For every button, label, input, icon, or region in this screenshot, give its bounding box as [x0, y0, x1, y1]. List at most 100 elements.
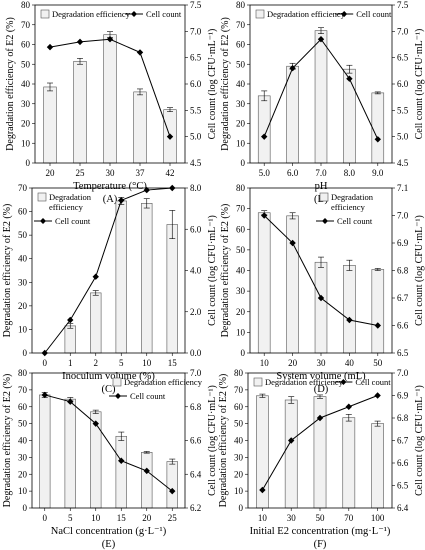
y-tick-label: 70: [236, 20, 246, 30]
x-axis-label: Inoculum volume (%): [62, 371, 155, 382]
y2-tick-label: 6.8: [397, 413, 409, 423]
y-tick-label: 30: [21, 99, 31, 109]
y2-tick-label: 6.6: [397, 321, 409, 331]
bar: [64, 325, 76, 354]
y-tick-label: 80: [236, 0, 246, 10]
x-tick-label: 5: [68, 513, 73, 523]
y-tick-label: 50: [236, 59, 246, 69]
bar: [166, 461, 178, 509]
y2-tick-label: 6.9: [397, 238, 409, 248]
y-tick-label: 20: [18, 469, 28, 479]
cell-count-point: [374, 392, 381, 399]
legend-bar-swatch: [319, 192, 329, 202]
cell-count-point: [143, 467, 150, 475]
bar: [343, 265, 356, 354]
x-tick-label: 25: [168, 513, 178, 523]
y2-tick-label: 6.4: [397, 503, 409, 513]
x-tick-label: 5: [119, 358, 124, 368]
y-tick-label: 40: [18, 436, 28, 446]
y-tick-label: 10: [21, 138, 31, 148]
bar: [314, 30, 328, 164]
y2-axis-label: Cell count (log CFU·mL⁻¹): [414, 215, 425, 326]
y-tick-label: 10: [18, 324, 28, 334]
x-tick-label: 30: [317, 358, 327, 368]
bar: [133, 91, 147, 164]
y2-tick-label: 6.7: [397, 436, 409, 446]
y2-tick-label: 5.5: [190, 105, 202, 115]
y-tick-label: 0: [241, 158, 246, 168]
y-tick-label: 50: [18, 230, 28, 240]
y2-tick-label: 7.5: [397, 0, 409, 10]
bar: [371, 423, 384, 509]
cell-count-point: [289, 65, 296, 72]
bar: [371, 269, 385, 354]
bar: [90, 292, 102, 354]
legend-label: Cell count: [130, 391, 166, 401]
y-axis-label: Degradation efficiency of E2 (%): [2, 374, 13, 508]
legend-label: Degradation efficiency: [265, 377, 344, 387]
legend-point-swatch: [131, 11, 137, 17]
legend-label: Cell count: [55, 216, 91, 226]
bar: [141, 452, 153, 509]
bar: [115, 200, 127, 354]
panel-4: 0 10 20 30 40 50 60 70 80 6.2 6.4 6.6 6.8 7.0 0 5 10 15 20…: [2, 368, 218, 550]
x-tick-label: 7.0: [315, 168, 327, 178]
cell-count-point: [136, 49, 144, 56]
cell-count-point: [261, 212, 268, 219]
y2-tick-label: 6.4: [190, 469, 202, 479]
y2-tick-label: 4.0: [190, 266, 202, 276]
x-tick-label: 2: [94, 358, 99, 368]
cell-count-point: [166, 133, 174, 140]
x-tick-label: 8.0: [344, 168, 356, 178]
y2-tick-label: 4.5: [397, 158, 409, 168]
bar: [343, 68, 356, 164]
y-tick-label: 20: [18, 301, 28, 311]
y-axis-label: Degradation efficiency of E2 (%): [2, 204, 13, 338]
x-tick-label: 20: [288, 358, 298, 368]
legend-label: efficiency: [49, 202, 84, 212]
y-tick-label: 30: [236, 286, 246, 296]
cell-count-point: [289, 239, 296, 247]
legend-label: Cell count: [355, 377, 391, 387]
cell-count-point: [346, 316, 353, 324]
panel-label: (A): [103, 194, 118, 205]
y-tick-label: 80: [234, 368, 244, 378]
bar: [371, 92, 385, 164]
cell-count-point: [346, 75, 353, 82]
y-tick-label: 30: [236, 99, 246, 109]
y-tick-label: 60: [236, 40, 246, 50]
panel-3: 0 10 20 30 40 50 60 70 80 6.5 6.6 6.7 6.8 6.9 7.0 7.1 10…: [220, 183, 425, 395]
y2-tick-label: 6.0: [190, 79, 202, 89]
y2-tick-label: 7.0: [190, 26, 202, 36]
y-tick-label: 10: [234, 486, 244, 496]
legend: Degradation efficiency Cell count: [255, 9, 392, 19]
y-tick-label: 70: [236, 204, 246, 214]
panel-2: 0 10 20 30 40 50 60 70 0.0 2.0 4.0 6.0 8.0 0 1 2 5 10 15 De…: [2, 183, 218, 395]
y-tick-label: 20: [234, 469, 244, 479]
y-tick-label: 40: [236, 266, 246, 276]
y-tick-label: 0: [23, 348, 28, 358]
x-tick-label: 10: [258, 513, 268, 523]
legend: Degradation efficiency Cell count: [40, 9, 182, 19]
x-axis-label: Initial E2 concentration (mg·L⁻¹): [250, 526, 391, 537]
bar: [103, 34, 117, 164]
y2-tick-label: 6.0: [397, 79, 409, 89]
x-tick-label: 15: [168, 358, 178, 368]
x-tick-label: 20: [46, 168, 56, 178]
y2-tick-label: 7.1: [397, 183, 408, 193]
cell-count-line: [44, 394, 173, 492]
legend-point-swatch: [322, 218, 328, 224]
bar: [141, 203, 153, 354]
legend-label: Degradation efficiency: [52, 9, 131, 19]
y-tick-label: 0: [239, 503, 244, 513]
y-tick-label: 10: [236, 138, 246, 148]
y2-tick-label: 7.0: [397, 26, 409, 36]
y-axis-label: Degradation efficiency of E2 (%): [220, 204, 231, 338]
x-tick-label: 0: [43, 513, 48, 523]
y-tick-label: 40: [18, 254, 28, 264]
y-tick-label: 50: [234, 419, 244, 429]
y-tick-label: 50: [18, 419, 28, 429]
legend-label: efficiency: [331, 202, 366, 212]
legend-bar-swatch: [253, 377, 263, 387]
